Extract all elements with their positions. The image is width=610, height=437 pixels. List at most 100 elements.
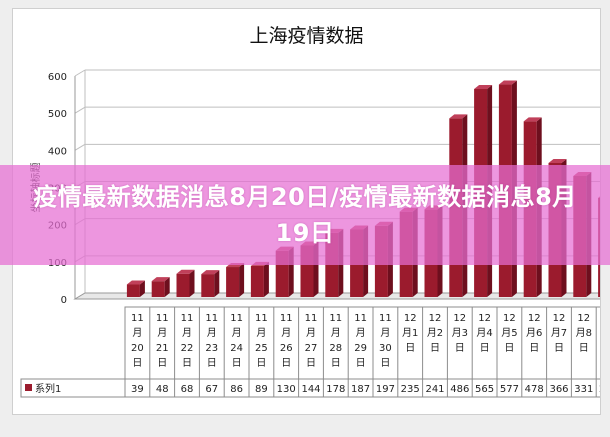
x-tick-label: 30 bbox=[379, 343, 392, 354]
data-value-label: 565 bbox=[475, 384, 494, 395]
x-tick-label: 12 bbox=[577, 313, 590, 324]
x-tick-label: 12 bbox=[404, 313, 417, 324]
x-tick-label: 日 bbox=[281, 358, 291, 369]
x-tick-label: 20 bbox=[131, 343, 144, 354]
x-tick-label: 12 bbox=[429, 313, 442, 324]
x-tick-label: 11 bbox=[379, 313, 392, 324]
x-tick-label: 日 bbox=[157, 358, 167, 369]
x-tick-label: 日 bbox=[306, 358, 316, 369]
data-value-label: 68 bbox=[181, 384, 194, 395]
bar bbox=[226, 267, 240, 297]
y-tick-label: 0 bbox=[61, 295, 67, 306]
x-tick-label: 日 bbox=[356, 358, 366, 369]
bar-top bbox=[151, 277, 170, 282]
x-tick-label: 月4 bbox=[476, 327, 492, 339]
bar-side bbox=[214, 270, 220, 297]
x-tick-label: 日 bbox=[232, 358, 242, 369]
data-value-label: 366 bbox=[549, 384, 568, 395]
x-tick-label: 日 bbox=[132, 358, 142, 369]
x-tick-label: 日 bbox=[256, 358, 266, 369]
data-value-label: 144 bbox=[301, 384, 320, 395]
x-tick-label: 25 bbox=[255, 343, 268, 354]
x-tick-label: 月8 bbox=[576, 327, 592, 339]
y-tick-label: 600 bbox=[48, 72, 67, 83]
x-tick-label: 月 bbox=[232, 327, 242, 339]
x-tick-label: 11 bbox=[255, 313, 268, 324]
bar-top bbox=[126, 280, 145, 285]
x-tick-label: 月 bbox=[380, 327, 390, 339]
bar-top bbox=[201, 270, 220, 275]
x-tick-label: 日 bbox=[529, 343, 539, 354]
x-tick-label: 日 bbox=[504, 343, 514, 354]
x-tick-label: 月2 bbox=[427, 327, 443, 339]
bar-top bbox=[548, 158, 567, 163]
data-value-label: 241 bbox=[425, 384, 444, 395]
x-tick-label: 日 bbox=[331, 358, 341, 369]
bar-top bbox=[498, 80, 517, 85]
bar-side bbox=[189, 269, 195, 297]
bar bbox=[250, 265, 264, 297]
legend-swatch bbox=[25, 384, 32, 391]
x-tick-label: 11 bbox=[354, 313, 367, 324]
x-tick-label: 日 bbox=[207, 358, 217, 369]
bar-top bbox=[449, 114, 468, 119]
x-tick-label: 月 bbox=[182, 327, 192, 339]
x-tick-label: 12 bbox=[453, 313, 466, 324]
x-tick-label: 11 bbox=[131, 313, 144, 324]
x-tick-label: 月 bbox=[207, 327, 217, 339]
data-value-label: 130 bbox=[277, 384, 296, 395]
chart-title: 上海疫情数据 bbox=[249, 25, 364, 47]
x-tick-label: 月6 bbox=[526, 327, 542, 339]
data-value-label: 235 bbox=[401, 384, 420, 395]
data-value-label: 486 bbox=[450, 384, 469, 395]
x-tick-label: 12 bbox=[478, 313, 491, 324]
bar-side bbox=[139, 280, 145, 297]
overlay-banner: 疫情最新数据消息8月20日/疫情最新数据消息8月19日 bbox=[0, 165, 610, 265]
data-value-label: 89 bbox=[255, 384, 268, 395]
x-tick-label: 日 bbox=[455, 343, 465, 354]
x-tick-label: 28 bbox=[329, 343, 342, 354]
bar-side bbox=[164, 277, 170, 297]
bar-top bbox=[523, 117, 542, 122]
x-tick-label: 日 bbox=[182, 358, 192, 369]
x-tick-label: 月 bbox=[306, 327, 316, 339]
data-value-label: 197 bbox=[376, 384, 395, 395]
x-tick-label: 11 bbox=[156, 313, 169, 324]
x-tick-label: 月 bbox=[356, 327, 366, 339]
data-value-label: 478 bbox=[525, 384, 544, 395]
x-tick-label: 23 bbox=[205, 343, 218, 354]
x-tick-label: 月7 bbox=[551, 327, 567, 339]
x-tick-label: 月 bbox=[331, 327, 341, 339]
data-value-label: 272 bbox=[599, 384, 600, 395]
x-tick-label: 11 bbox=[305, 313, 318, 324]
data-value-label: 187 bbox=[351, 384, 370, 395]
bar-side bbox=[239, 263, 245, 297]
x-tick-label: 24 bbox=[230, 343, 243, 354]
data-value-label: 577 bbox=[500, 384, 519, 395]
x-tick-label: 12 bbox=[528, 313, 541, 324]
data-value-label: 331 bbox=[574, 384, 593, 395]
data-value-label: 178 bbox=[326, 384, 345, 395]
x-tick-label: 27 bbox=[305, 343, 318, 354]
bar bbox=[126, 284, 140, 297]
x-tick-label: 12 bbox=[503, 313, 516, 324]
data-value-label: 86 bbox=[230, 384, 243, 395]
bar-side bbox=[263, 261, 269, 297]
bar bbox=[176, 273, 190, 297]
x-tick-label: 11 bbox=[205, 313, 218, 324]
data-value-label: 48 bbox=[156, 384, 169, 395]
x-tick-label: 日 bbox=[430, 343, 440, 354]
y-tick-label: 400 bbox=[48, 146, 67, 157]
x-tick-label: 月5 bbox=[501, 327, 517, 339]
x-tick-label: 21 bbox=[156, 343, 169, 354]
x-tick-label: 月 bbox=[157, 327, 167, 339]
x-tick-label: 22 bbox=[181, 343, 194, 354]
x-tick-label: 月 bbox=[132, 327, 142, 339]
x-tick-label: 11 bbox=[230, 313, 243, 324]
bar bbox=[151, 281, 165, 297]
x-tick-label: 月 bbox=[256, 327, 266, 339]
x-tick-label: 日 bbox=[405, 343, 415, 354]
x-tick-label: 11 bbox=[181, 313, 194, 324]
gridline-depth bbox=[74, 69, 86, 77]
